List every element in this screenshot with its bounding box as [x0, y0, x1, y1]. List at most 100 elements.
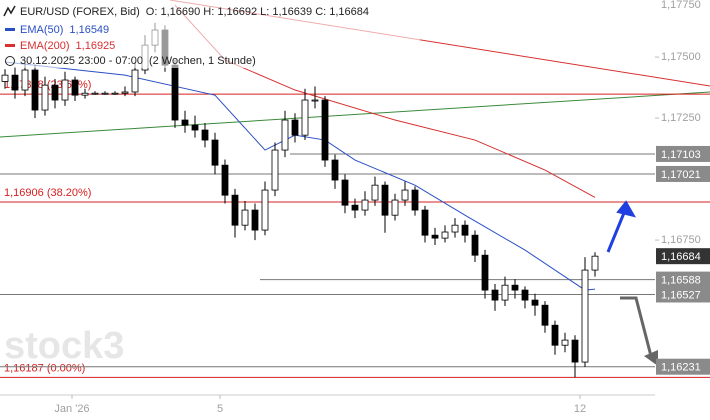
candle-body [71, 79, 79, 96]
candle-body [491, 289, 499, 301]
y-tick-label: 1,17250 [661, 112, 701, 124]
candle-body [191, 124, 199, 131]
candle-body [511, 284, 519, 291]
candle-body [61, 79, 69, 101]
price-box [656, 286, 710, 303]
candle-body [21, 69, 29, 91]
price-box-label: 1,16684 [661, 251, 701, 263]
x-tick-label: Jan '26 [54, 403, 89, 415]
price-box-label: 1,17021 [661, 169, 701, 181]
candle-body [311, 99, 319, 102]
fib-label: 1,16187 (0.00%) [4, 362, 85, 374]
period-text: 30.12.2025 23:00 - 07:00 [20, 55, 143, 67]
candle-body [111, 92, 119, 95]
candle-body [431, 234, 439, 239]
candle-body [451, 224, 459, 233]
trend-line [0, 91, 710, 138]
price-box [656, 271, 710, 288]
price-box-label: 1,16231 [661, 362, 701, 374]
price-box-label: 1,16588 [661, 275, 701, 287]
candle-body [271, 149, 279, 191]
clock-icon [5, 56, 15, 66]
candle-body [541, 304, 549, 326]
legend: EUR/USD (FOREX, Bid) O: 1,16690 H: 1,1669… [0, 0, 420, 68]
title-text: EUR/USD (FOREX, Bid) [20, 6, 140, 18]
x-tick-label: 5 [217, 403, 223, 415]
candle-body [521, 289, 529, 301]
legend-item: EMA(200) 1,16925 [20, 40, 115, 52]
candle-body [281, 119, 289, 151]
candle-body [221, 164, 229, 196]
candle-body [291, 119, 299, 136]
arrow [606, 207, 628, 253]
candle-body [231, 194, 239, 226]
price-box [656, 248, 710, 265]
candle-body [261, 189, 269, 231]
candle-body [421, 209, 429, 236]
candle-body [501, 284, 509, 301]
candle-body [11, 74, 19, 91]
candle-body [341, 179, 349, 206]
candle-body [441, 231, 449, 239]
candle-body [461, 224, 469, 236]
legend-swatch [5, 28, 15, 31]
candle-body [321, 99, 329, 161]
arrow-head [644, 350, 658, 366]
y-tick-label: 1,17500 [661, 51, 701, 63]
candle-body [31, 69, 39, 111]
period: 30.12.2025 23:00 - 07:00 (2 Wochen, 1 Stu… [20, 55, 256, 67]
candle-body [251, 209, 259, 231]
price-box-label: 1,17103 [661, 149, 701, 161]
candle-body [1, 74, 9, 82]
legend-name: EMA(200) [20, 40, 70, 52]
price-box [656, 358, 710, 375]
candle-body [201, 129, 209, 141]
candle-body [591, 255, 599, 271]
candle-body [101, 92, 109, 95]
indicator-line [4, 61, 596, 291]
candle-body [371, 184, 379, 201]
y-tick-label: 1,16750 [661, 234, 701, 246]
watermark: stock3 [4, 325, 124, 367]
candle-body [581, 269, 589, 363]
candle-body [41, 84, 49, 111]
x-tick-label: 12 [574, 403, 586, 415]
candle-body [561, 339, 569, 346]
candle-body [391, 199, 399, 216]
arrow-head [616, 200, 637, 218]
title: EUR/USD (FOREX, Bid) O: 1,16690 H: 1,1669… [20, 6, 369, 18]
range-text: (2 Wochen, 1 Stunde) [149, 55, 256, 67]
legend-value: 1,16925 [76, 40, 116, 52]
price-box [656, 165, 710, 182]
candle-body [551, 324, 559, 346]
y-tick-label: 1,17750 [661, 0, 701, 11]
legend-swatch [5, 44, 15, 47]
candle-body [411, 189, 419, 211]
candle-body [211, 139, 219, 166]
candle-body [381, 184, 389, 216]
candle-body [331, 159, 339, 181]
price-box-label: 1,16527 [661, 289, 701, 301]
candle-body [471, 234, 479, 256]
icon [3, 5, 16, 17]
fib-label: 1,16906 (38.20%) [4, 187, 91, 199]
candle-body [91, 92, 99, 95]
legend-name: EMA(50) [20, 24, 63, 36]
legend-value: 1,16549 [69, 24, 109, 36]
candle-body [121, 91, 129, 94]
candle-body [351, 204, 359, 211]
candle-body [171, 64, 179, 121]
price-box [656, 145, 710, 162]
candle-body [401, 189, 409, 201]
candle-body [131, 69, 139, 93]
candle-body [361, 199, 369, 211]
candle-body [241, 209, 249, 226]
arrow [620, 296, 654, 361]
candle-body [301, 99, 309, 136]
candle-body [181, 119, 189, 126]
ohlc-info: O: 1,16690 H: 1,16692 L: 1,16639 C: 1,16… [146, 6, 369, 18]
candle-body [81, 92, 89, 96]
candle-body [531, 299, 539, 306]
candle-body [571, 339, 579, 363]
